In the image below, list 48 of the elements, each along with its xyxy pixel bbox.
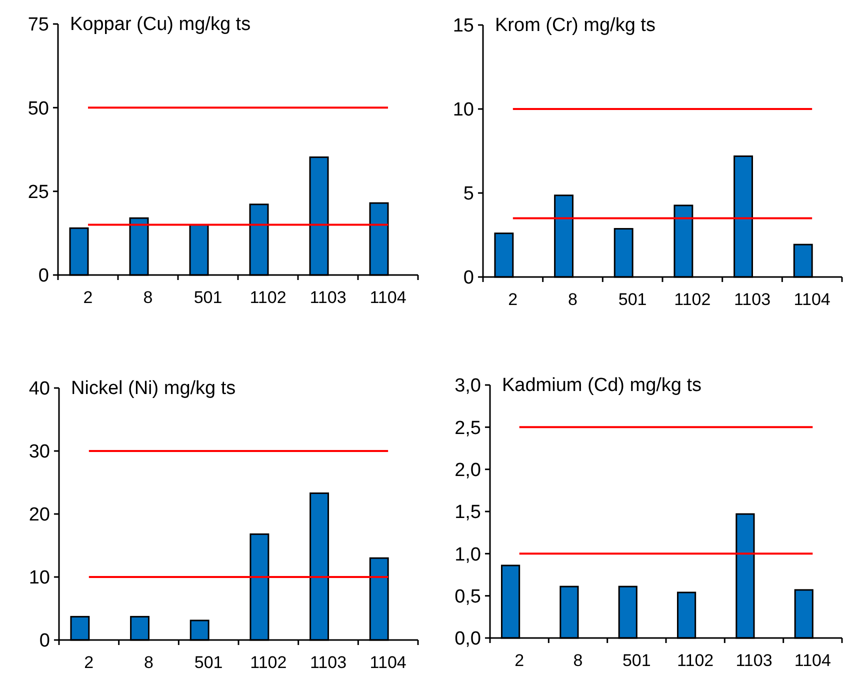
y-tick-label: 1,5: [454, 502, 481, 524]
y-tick-label: 5: [463, 184, 474, 205]
y-tick-label: 30: [28, 442, 50, 463]
y-tick-label: 50: [28, 98, 49, 120]
x-tick-label: 1104: [370, 653, 406, 672]
chart-title: Koppar (Cu) mg/kg ts: [70, 14, 251, 35]
x-tick-label: 1103: [310, 288, 346, 307]
x-tick-label: 1102: [674, 290, 711, 309]
x-tick-label: 1104: [794, 651, 831, 670]
x-tick-label: 501: [618, 290, 647, 309]
x-tick-label: 501: [194, 288, 222, 307]
y-tick-label: 10: [28, 568, 50, 589]
x-tick-label: 2: [83, 288, 93, 307]
x-tick-label: 2: [508, 290, 518, 309]
y-tick-label: 40: [28, 378, 50, 400]
chart-title: Nickel (Ni) mg/kg ts: [71, 378, 236, 399]
y-tick-label: 2,0: [454, 460, 481, 481]
x-tick-label: 501: [194, 653, 223, 672]
x-tick-label: 8: [144, 653, 154, 672]
y-tick-label: 25: [28, 182, 49, 203]
x-tick-label: 1103: [310, 653, 347, 672]
x-tick-label: 1103: [736, 651, 772, 670]
y-tick-label: 20: [28, 504, 50, 526]
y-tick-label: 1,0: [454, 544, 481, 566]
y-tick-label: 0: [463, 268, 474, 289]
y-tick-label: 75: [28, 14, 49, 36]
x-tick-label: 1102: [250, 288, 286, 307]
x-tick-label: 2: [514, 651, 524, 670]
y-tick-label: 10: [452, 100, 474, 121]
x-tick-label: 1102: [677, 651, 714, 670]
x-tick-label: 8: [573, 651, 583, 670]
x-tick-label: 8: [568, 290, 578, 309]
x-tick-label: 8: [143, 288, 153, 307]
y-tick-label: 3,0: [454, 376, 481, 397]
x-tick-label: 2: [84, 653, 94, 672]
y-tick-label: 0,5: [454, 586, 481, 608]
chart-title: Kadmium (Cd) mg/kg ts: [502, 375, 702, 396]
chart-title: Krom (Cr) mg/kg ts: [495, 15, 656, 36]
y-tick-label: 0: [38, 266, 49, 287]
y-tick-label: 0: [39, 630, 50, 652]
x-tick-label: 501: [622, 651, 651, 670]
y-tick-label: 2,5: [454, 418, 481, 439]
y-tick-label: 15: [452, 16, 474, 37]
x-tick-label: 1102: [250, 653, 287, 672]
x-tick-label: 1104: [794, 290, 830, 309]
x-tick-label: 1104: [370, 288, 406, 307]
y-tick-label: 0,0: [454, 628, 481, 650]
x-tick-label: 1103: [734, 290, 771, 309]
